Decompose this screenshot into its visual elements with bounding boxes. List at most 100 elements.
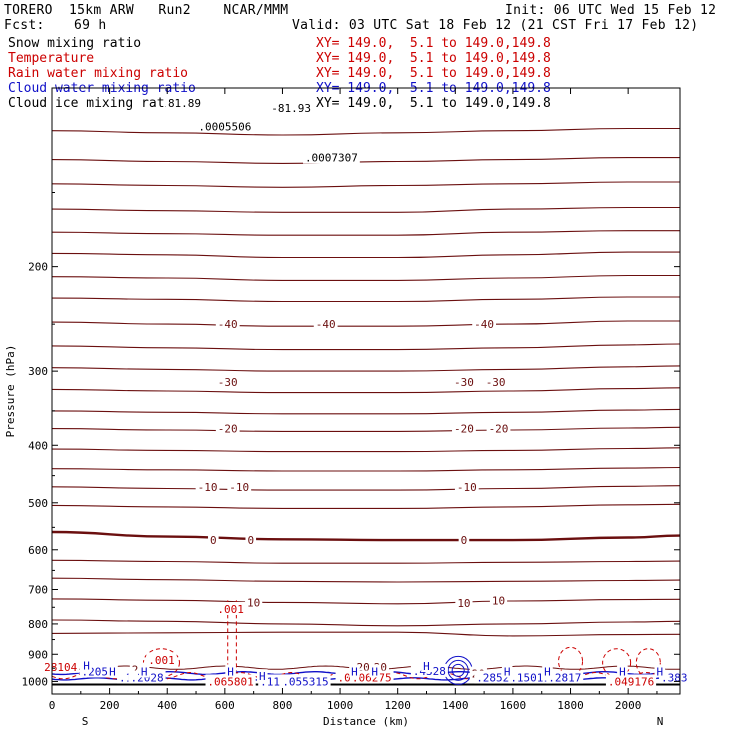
contour-label-bg	[486, 421, 511, 435]
isotherm-line	[51, 274, 680, 281]
contour-label-bg	[501, 664, 513, 678]
contour-label: -40	[218, 318, 238, 331]
contour-label: 0	[247, 534, 254, 547]
contour-label-bg	[452, 421, 476, 435]
isotherm-line	[51, 503, 681, 509]
contour-label-bg	[508, 670, 553, 684]
isotherm-line	[51, 365, 681, 372]
x-tick-label: 1000	[327, 699, 354, 712]
forecast-hours: 69 h	[74, 18, 107, 33]
contour-label-bg	[454, 479, 479, 493]
contour-label-bg	[227, 479, 252, 493]
isotherm-line	[51, 485, 681, 491]
contour-label: H	[619, 665, 626, 678]
contour-label: H	[259, 670, 266, 683]
contour-label: .383	[661, 672, 688, 685]
contour-label: H	[141, 665, 148, 678]
x-tick-label: 600	[215, 699, 235, 712]
x-tick-label: 2000	[615, 699, 642, 712]
contour-label: H	[657, 665, 664, 678]
forecast-label: Fcst:	[4, 18, 45, 33]
contour-label: -30	[218, 376, 238, 389]
legend-name-snow: Snow mixing ratio	[8, 36, 142, 51]
contour-label: .0007307	[305, 152, 358, 165]
contour-label-bg	[349, 664, 360, 678]
contour-label: .001	[148, 654, 175, 667]
contour-label-bg	[280, 674, 331, 688]
cloud-water-contour	[451, 663, 465, 677]
isotherm-line	[51, 559, 681, 564]
contour-label-bg	[654, 664, 666, 678]
contour-label-bg	[225, 664, 236, 678]
contour-label-bg	[542, 664, 553, 678]
contour-label-bg	[196, 119, 254, 133]
y-tick-label: 800	[28, 618, 48, 631]
legend-name-temperature: Temperature	[8, 51, 95, 66]
legend-xy-rain: XY= 149.0, 5.1 to 149.0,149.8	[316, 66, 551, 81]
contour-label: -20	[454, 423, 474, 436]
contour-label: .2852	[476, 672, 509, 685]
contour-label-bg	[546, 670, 584, 684]
contour-label: .0005506	[198, 120, 251, 133]
contour-label: .055315	[282, 675, 328, 688]
contour-label-bg	[455, 596, 473, 610]
contour-label: -10	[229, 481, 249, 494]
contour-label-bg	[245, 595, 263, 609]
x-tick-label: 400	[157, 699, 177, 712]
contour-label: -30	[454, 376, 474, 389]
model-title: TORERO 15km ARW Run2 NCAR/MMM	[4, 3, 289, 18]
contour-label-bg	[489, 593, 508, 607]
contour-label: H	[109, 665, 116, 678]
contour-label-bg	[107, 664, 118, 678]
contour-label: .06275	[352, 672, 392, 685]
isotherm-line	[51, 157, 680, 164]
x-tick-label: 0	[49, 699, 56, 712]
contour-label-bg	[458, 533, 470, 547]
isotherm-line	[51, 387, 681, 394]
x-tick-label: 200	[100, 699, 120, 712]
y-tick-label: 300	[28, 365, 48, 378]
legend-xy-cloud-ice: XY= 149.0, 5.1 to 149.0,149.8	[316, 96, 551, 111]
contour-label-bg	[42, 659, 80, 673]
rain-water-contour	[558, 646, 584, 676]
contour-label: -81.93	[271, 102, 311, 115]
contour-labels: -40 -40 -40 -30 -30 -30 -20 -20 -20 -10 -10 -10 0 0 0 1…	[42, 96, 690, 688]
y-tick-label: 400	[28, 439, 48, 452]
contour-label: H	[423, 660, 430, 673]
axes: 0 200 400 600 800 1000 1200 1400 1600 1800 2000200…	[22, 88, 680, 712]
x-end-label-south: S	[82, 715, 89, 728]
contour-label-bg	[245, 533, 257, 547]
isotherm-lines	[51, 127, 681, 637]
isotherm-line	[51, 530, 681, 542]
contour-label: -40	[474, 318, 494, 331]
x-tick-label: 1600	[500, 699, 527, 712]
contour-label-bg	[369, 664, 380, 678]
contour-label-bg	[215, 317, 240, 331]
y-tick-label: 700	[28, 584, 48, 597]
contour-label-bg	[208, 533, 219, 547]
isotherm-line	[51, 631, 681, 637]
contour-label: H	[227, 665, 234, 678]
contour-label: .2028	[131, 672, 164, 685]
rain-water-contour	[635, 648, 661, 678]
y-tick-label: 900	[28, 648, 48, 661]
x-tick-label: 1200	[384, 699, 411, 712]
plot-frame	[51, 87, 681, 695]
x-tick-label: 800	[273, 699, 293, 712]
contour-label-bg	[166, 96, 204, 110]
contour-label: 10	[492, 594, 505, 607]
contour-label: 81.89	[168, 97, 201, 110]
contour-label-bg	[421, 659, 432, 673]
y-axis-title: Pressure (hPa)	[4, 345, 17, 438]
contour-label: .2817	[548, 672, 581, 685]
contour-label-bg	[605, 674, 657, 688]
isotherm-line	[51, 619, 681, 627]
contour-label: .15011	[510, 672, 550, 685]
contour-label: .065801	[207, 675, 253, 688]
contour-label: .049176	[608, 675, 654, 688]
contour-label-bg	[617, 664, 628, 678]
contour-label: 0	[461, 534, 468, 547]
y-tick-label: 200	[28, 261, 48, 274]
y-tick-label: 500	[28, 497, 48, 510]
contour-label-bg	[303, 150, 360, 164]
